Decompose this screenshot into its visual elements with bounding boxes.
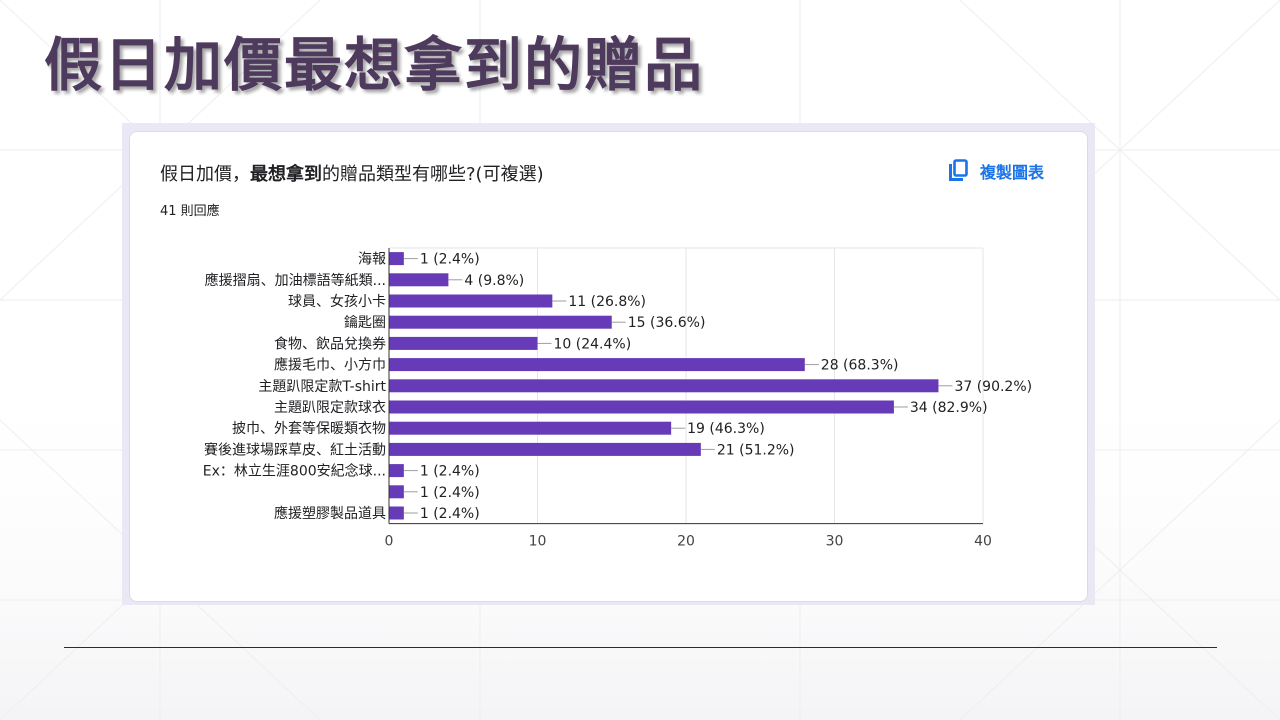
bar xyxy=(389,400,894,414)
bar xyxy=(389,273,449,287)
data-label: 1 (2.4%) xyxy=(420,252,480,268)
category-label: 應援塑膠製品道具 xyxy=(274,505,386,522)
bar-chart: 0 10 20 30 40 海報 1 (2.4%) 應援摺扇、加油標語等紙類... 4 (9.8… xyxy=(203,247,1032,550)
data-label: 10 (24.4%) xyxy=(554,336,632,352)
category-label: 披巾、外套等保暖類衣物 xyxy=(232,420,386,437)
bar xyxy=(389,294,553,308)
data-label: 1 (2.4%) xyxy=(420,464,480,480)
question-title: 假日加價，最想拿到的贈品類型有哪些?(可複選) xyxy=(160,160,544,186)
category-label: 應援毛巾、小方巾 xyxy=(274,357,386,374)
category-label: 海報 xyxy=(358,252,386,268)
copy-chart-button[interactable]: 複製圖表 xyxy=(946,157,1044,185)
question-prefix: 假日加價， xyxy=(160,164,250,185)
category-label: 球員、女孩小卡 xyxy=(288,293,386,310)
bar xyxy=(389,442,701,456)
bar xyxy=(389,336,538,350)
question-suffix: 的贈品類型有哪些?(可複選) xyxy=(322,164,544,185)
category-label: 主題趴限定款球衣 xyxy=(274,400,386,416)
bar xyxy=(389,252,404,266)
category-label: 食物、飲品兌換券 xyxy=(274,335,386,352)
bar xyxy=(389,358,805,372)
category-label: 賽後進球場踩草皮、紅土活動 xyxy=(204,441,386,458)
data-label: 11 (26.8%) xyxy=(568,294,646,310)
copy-icon xyxy=(949,159,968,181)
data-label: 28 (68.3%) xyxy=(821,358,899,374)
question-bold: 最想拿到 xyxy=(250,164,322,185)
x-tick-label: 40 xyxy=(974,534,992,550)
bar xyxy=(389,315,612,329)
category-label: 主題趴限定款T-shirt xyxy=(258,379,386,395)
data-label: 21 (51.2%) xyxy=(717,442,795,458)
category-label: Ex：林立生涯800安紀念球... xyxy=(203,463,386,480)
slide-title: 假日加價最想拿到的贈品 xyxy=(44,31,705,99)
x-tick-label: 0 xyxy=(385,534,394,550)
data-label: 4 (9.8%) xyxy=(464,273,524,289)
x-tick-label: 10 xyxy=(529,534,547,550)
chart-card: 假日加價，最想拿到的贈品類型有哪些?(可複選) 41 則回應 複製圖表 0 10 2… xyxy=(129,131,1088,602)
bar xyxy=(389,464,404,478)
bottom-divider xyxy=(64,647,1217,648)
bar xyxy=(389,506,404,520)
data-label: 1 (2.4%) xyxy=(420,485,480,501)
data-label: 37 (90.2%) xyxy=(954,379,1032,395)
category-label: 應援摺扇、加油標語等紙類... xyxy=(205,272,386,289)
bar xyxy=(389,379,939,393)
response-count: 41 則回應 xyxy=(160,204,220,219)
data-label: 34 (82.9%) xyxy=(910,400,988,416)
copy-chart-label: 複製圖表 xyxy=(980,163,1045,182)
bar xyxy=(389,485,404,499)
category-label: 鑰匙圈 xyxy=(344,315,386,331)
bar xyxy=(389,421,672,435)
x-tick-label: 20 xyxy=(677,534,695,550)
data-label: 19 (46.3%) xyxy=(687,421,765,437)
data-label: 15 (36.6%) xyxy=(628,315,706,331)
x-tick-label: 30 xyxy=(826,534,844,550)
data-label: 1 (2.4%) xyxy=(420,506,480,522)
